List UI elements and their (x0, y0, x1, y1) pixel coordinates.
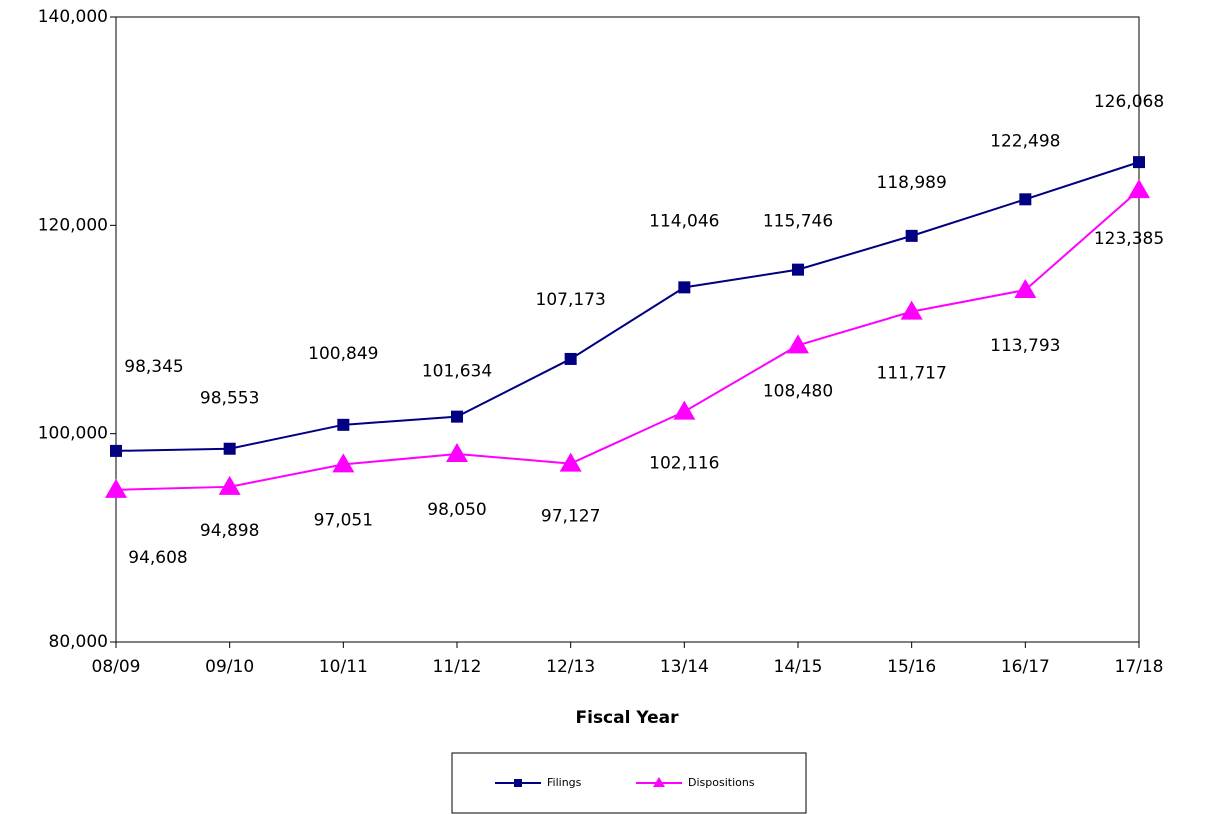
data-label: 98,050 (427, 500, 486, 520)
legend-label: Dispositions (688, 776, 755, 789)
legend-label: Filings (547, 776, 582, 789)
legend-marker (514, 779, 522, 787)
data-label: 123,385 (1094, 229, 1164, 249)
data-label: 107,173 (536, 290, 606, 310)
x-axis-label: Fiscal Year (576, 708, 680, 728)
marker (1133, 156, 1145, 169)
x-tick-label: 08/09 (92, 657, 141, 677)
marker (792, 263, 804, 276)
marker (787, 334, 809, 354)
x-tick-label: 09/10 (205, 657, 254, 677)
marker (678, 281, 691, 294)
data-label: 100,849 (308, 344, 378, 364)
y-tick-label: 80,000 (49, 632, 108, 652)
marker (564, 352, 577, 365)
data-label: 113,793 (990, 336, 1060, 356)
data-label: 98,345 (124, 357, 183, 377)
marker (110, 444, 122, 457)
marker (332, 453, 355, 473)
x-tick-label: 17/18 (1115, 657, 1164, 677)
marker (905, 229, 918, 242)
x-tick-label: 10/11 (319, 657, 368, 677)
marker (900, 300, 923, 320)
marker (673, 400, 696, 420)
plot-frame (115, 16, 1140, 643)
legend-marker (653, 777, 665, 787)
marker (1014, 278, 1037, 298)
data-label: 126,068 (1094, 92, 1164, 112)
marker (446, 442, 468, 462)
series-line (115, 161, 1140, 452)
marker (218, 475, 241, 495)
data-label: 102,116 (649, 454, 719, 474)
marker (1019, 193, 1032, 206)
data-label: 111,717 (877, 364, 947, 384)
x-tick-label: 13/14 (660, 657, 709, 677)
data-label: 94,898 (200, 521, 259, 541)
series-line (115, 189, 1140, 491)
data-label: 115,746 (763, 212, 833, 232)
data-label: 122,498 (990, 131, 1060, 151)
marker (451, 410, 463, 423)
marker (337, 418, 350, 431)
data-label: 101,634 (422, 362, 492, 382)
marker (1128, 179, 1150, 199)
data-label: 118,989 (877, 173, 947, 193)
x-tick-label: 16/17 (1001, 657, 1050, 677)
marker (223, 442, 236, 455)
x-tick-label: 14/15 (774, 657, 823, 677)
data-label: 98,553 (200, 389, 259, 409)
y-tick-label: 100,000 (38, 424, 108, 444)
x-tick-label: 11/12 (433, 657, 482, 677)
data-label: 114,046 (649, 211, 719, 231)
marker (559, 452, 582, 472)
data-label: 108,480 (763, 381, 833, 401)
data-label: 97,127 (541, 507, 600, 527)
data-label: 94,608 (128, 548, 187, 568)
data-label: 97,051 (314, 510, 373, 530)
marker (105, 478, 127, 498)
x-tick-label: 12/13 (546, 657, 595, 677)
x-tick-label: 15/16 (887, 657, 936, 677)
y-tick-label: 140,000 (38, 7, 108, 27)
y-tick-label: 120,000 (38, 215, 108, 235)
